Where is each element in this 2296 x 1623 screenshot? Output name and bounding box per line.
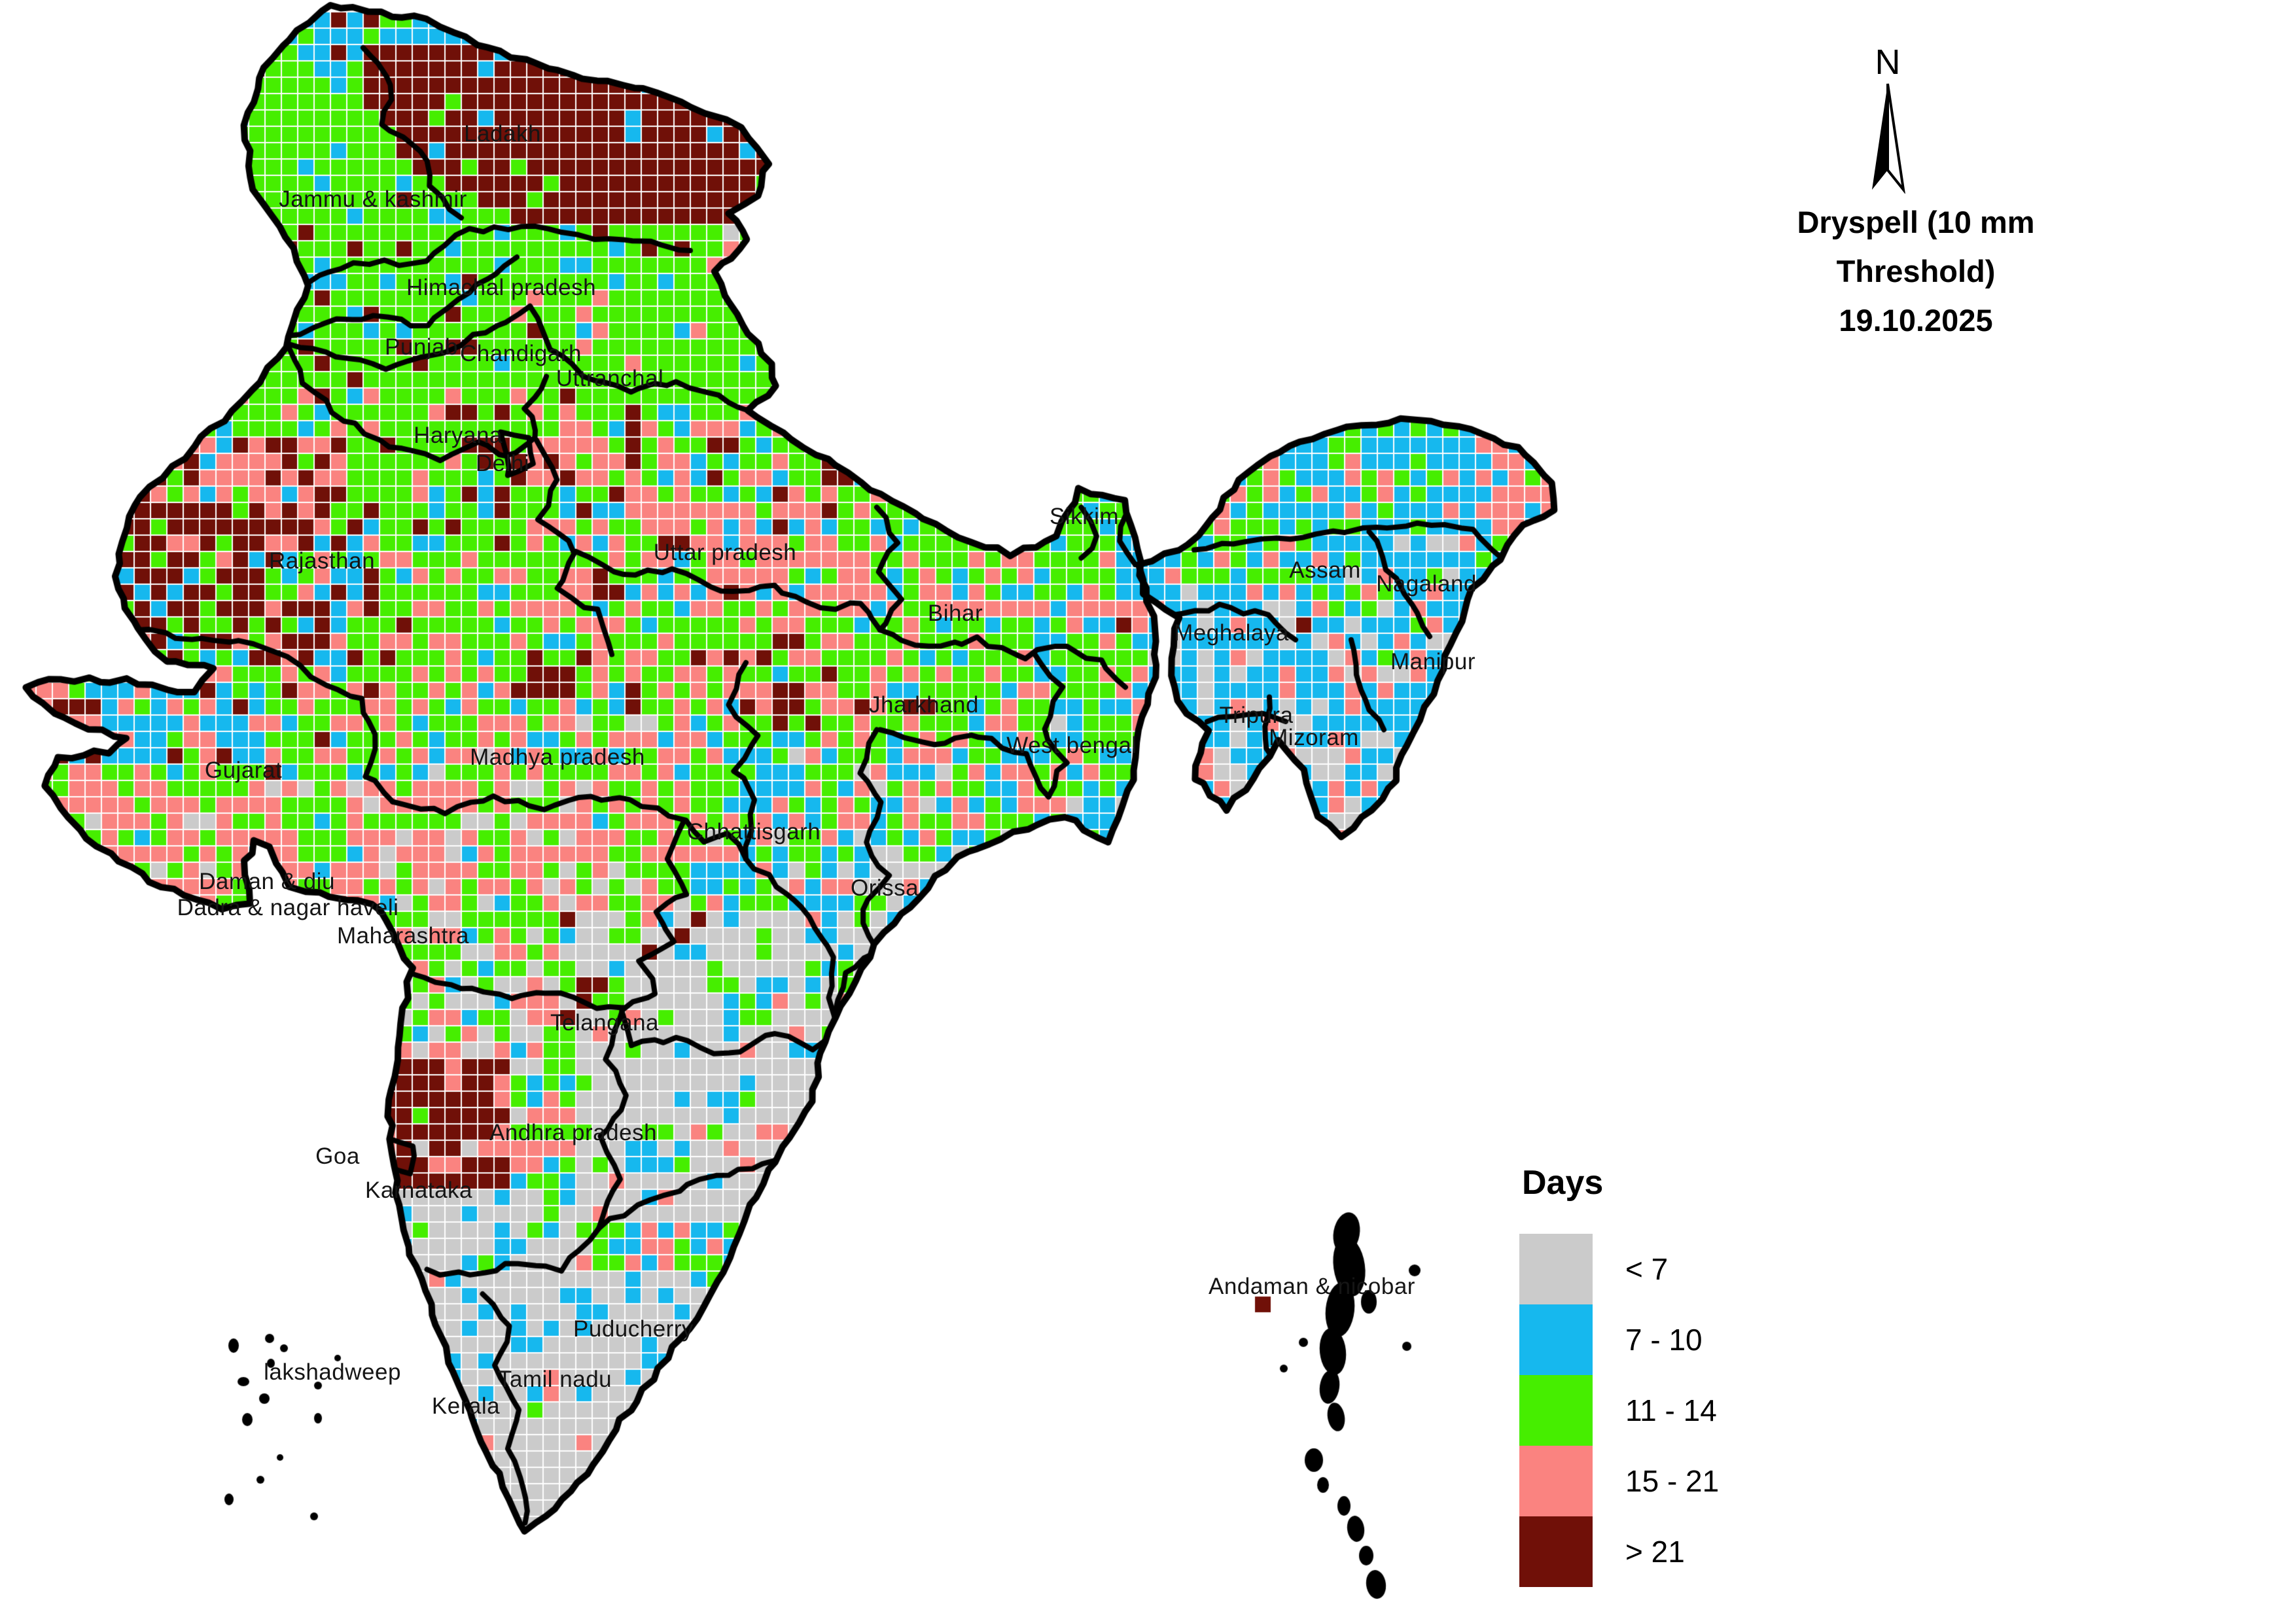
state-label-kerala: Kerala bbox=[431, 1393, 501, 1419]
legend-swatch-B bbox=[1519, 1304, 1593, 1375]
state-label-jharkhand: Jharkhand bbox=[869, 692, 979, 718]
state-label-uttar-pradesh: Uttar pradesh bbox=[653, 540, 797, 565]
state-label-assam: Assam bbox=[1289, 557, 1361, 583]
state-label-dadra-nagar-haveli: Dadra & nagar haveli bbox=[177, 895, 399, 920]
state-label-madhya-pradesh: Madhya pradesh bbox=[470, 744, 645, 770]
state-label-andhra-pradesh: Andhra pradesh bbox=[489, 1120, 658, 1145]
legend-swatch-M bbox=[1519, 1516, 1593, 1587]
state-label-mizoram: Mizoram bbox=[1269, 725, 1359, 750]
state-label-uttranchal: Uttranchal bbox=[556, 366, 664, 391]
state-label-sikkim: Sikkim bbox=[1049, 504, 1120, 529]
state-label-west-bengal: West bengal bbox=[1006, 733, 1137, 758]
state-label-meghalaya: Meghalaya bbox=[1174, 620, 1289, 646]
state-label-lakshadweep: lakshadweep bbox=[264, 1359, 401, 1385]
legend-item: 15 - 21 bbox=[1519, 1446, 1719, 1516]
state-label-maharashtra: Maharashtra bbox=[337, 923, 469, 949]
state-label-tamil-nadu: Tamil nadu bbox=[497, 1367, 612, 1392]
legend-label: > 21 bbox=[1625, 1535, 1685, 1569]
state-label-bihar: Bihar bbox=[927, 601, 983, 626]
legend-label: < 7 bbox=[1625, 1252, 1669, 1286]
state-label-jammu-kashmir: Jammu & kashmir bbox=[279, 186, 467, 212]
legend-label: 11 - 14 bbox=[1625, 1393, 1717, 1427]
map-title-line2: 19.10.2025 bbox=[1839, 303, 1993, 338]
state-label-rajasthan: Rajasthan bbox=[268, 548, 376, 574]
state-label-ladakh: Ladakh bbox=[464, 121, 541, 147]
legend-swatch-E bbox=[1519, 1375, 1593, 1446]
state-label-tripura: Tripura bbox=[1219, 703, 1294, 728]
north-label: N bbox=[1875, 43, 1901, 82]
state-label-karnataka: Karnataka bbox=[364, 1178, 473, 1203]
state-label-haryana: Haryana bbox=[414, 423, 503, 448]
state-label-gujarat: Gujarat bbox=[204, 758, 283, 783]
legend-label: 15 - 21 bbox=[1625, 1464, 1720, 1498]
north-arrow-icon bbox=[1872, 83, 1906, 195]
state-label-chandigarh: Chandigarh bbox=[460, 341, 582, 366]
state-label-goa: Goa bbox=[315, 1143, 360, 1169]
state-label-delhi: Delhi bbox=[475, 451, 530, 476]
legend-items: < 7 7 - 10 11 - 14 15 - 21 > 21 bbox=[1519, 1234, 1719, 1587]
state-label-manipur: Manipur bbox=[1390, 649, 1475, 674]
legend-title: Days bbox=[1522, 1164, 1604, 1202]
map-title-line1: Dryspell (10 mm Threshold) bbox=[1797, 205, 2035, 288]
legend-label: 7 - 10 bbox=[1625, 1323, 1703, 1357]
legend-item: 11 - 14 bbox=[1519, 1375, 1719, 1446]
state-label-orissa: Orissa bbox=[850, 875, 919, 901]
state-label-daman-diu: Daman & diu bbox=[199, 869, 335, 894]
map-title: Dryspell (10 mm Threshold) 19.10.2025 bbox=[1726, 198, 2106, 345]
legend-swatch-G bbox=[1519, 1234, 1593, 1304]
state-label-telangana: Telangana bbox=[550, 1010, 660, 1036]
legend-item: > 21 bbox=[1519, 1516, 1719, 1587]
state-label-himachal-pradesh: Himachal pradesh bbox=[406, 275, 597, 300]
state-label-punjab: Punjab bbox=[385, 334, 458, 360]
state-label-andaman-nicobar: Andaman & nicobar bbox=[1209, 1274, 1415, 1299]
legend: Days < 7 7 - 10 11 - 14 15 - 21 > 21 bbox=[1519, 1163, 1719, 1587]
state-label-nagaland: Nagaland bbox=[1376, 571, 1477, 597]
state-label-chhattisgarh: Chhattisgarh bbox=[686, 819, 821, 845]
legend-item: < 7 bbox=[1519, 1234, 1719, 1304]
legend-item: 7 - 10 bbox=[1519, 1304, 1719, 1375]
legend-swatch-P bbox=[1519, 1446, 1593, 1516]
state-label-puducherry: Puducherry bbox=[573, 1316, 694, 1342]
north-indicator: N bbox=[1867, 43, 1909, 197]
